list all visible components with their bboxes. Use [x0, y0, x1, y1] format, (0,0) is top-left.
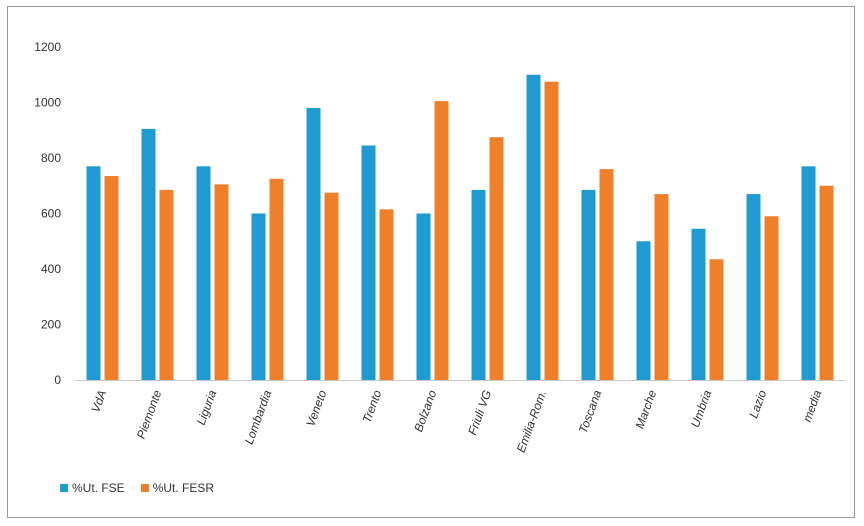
bar-fesr: [544, 81, 559, 380]
bar-fse: [251, 213, 266, 380]
bar-fse: [416, 213, 431, 380]
x-category-label: Trento: [360, 388, 385, 425]
bar-fse: [691, 228, 706, 380]
legend-item: %Ut. FESR: [140, 481, 215, 495]
x-category-label: Lazio: [746, 388, 769, 420]
y-axis-ticks: 0 200 400 600 800 1000 1200: [34, 40, 61, 387]
bar-fse: [801, 166, 816, 380]
y-tick-label: 400: [41, 262, 61, 276]
bar-fesr: [214, 184, 229, 380]
bars-group: [86, 74, 834, 381]
y-tick-label: 200: [41, 318, 61, 332]
y-tick-label: 800: [41, 151, 61, 165]
bar-fesr: [269, 178, 284, 380]
bar-fse: [196, 166, 211, 380]
y-tick-label: 600: [41, 207, 61, 221]
x-category-label: Bolzano: [411, 388, 439, 434]
bar-fse: [86, 166, 101, 380]
bar-fesr: [159, 189, 174, 380]
y-tick-label: 1200: [34, 40, 61, 54]
bar-fesr: [379, 209, 394, 380]
x-category-label: Umbria: [688, 388, 714, 429]
legend-label: %Ut. FSE: [72, 481, 125, 495]
bar-fse: [361, 145, 376, 380]
category-labels: VdA Piemonte Liguria Lombardia Veneto Trento B…: [88, 388, 824, 454]
bar-fse: [306, 108, 321, 381]
legend: %Ut. FSE %Ut. FESR: [60, 481, 214, 495]
legend-swatch: [140, 484, 149, 492]
bar-fesr: [599, 169, 614, 380]
bar-fse: [636, 241, 651, 380]
x-category-label: Veneto: [303, 388, 329, 428]
bar-fesr: [764, 216, 779, 380]
bar-fse: [141, 128, 156, 380]
legend-label: %Ut. FESR: [152, 481, 215, 495]
bar-fesr: [324, 192, 339, 380]
y-tick-label: 0: [54, 373, 61, 387]
bar-fesr: [709, 259, 724, 380]
bar-fse: [471, 189, 486, 380]
x-category-label: Piemonte: [134, 388, 165, 441]
bar-fesr: [104, 176, 119, 380]
bar-fse: [746, 194, 761, 380]
x-category-label: Toscana: [576, 388, 605, 435]
x-category-label: Lombardia: [242, 388, 275, 446]
legend-swatch: [60, 484, 68, 492]
x-category-label: Liguria: [194, 388, 220, 427]
legend-item: %Ut. FSE: [60, 481, 125, 495]
bar-fesr: [434, 101, 449, 381]
x-category-label: media: [800, 388, 824, 424]
bar-fse: [526, 74, 541, 380]
bar-fesr: [489, 137, 504, 380]
bar-fesr: [819, 185, 834, 380]
y-tick-label: 1000: [34, 96, 61, 110]
x-category-label: VdA: [88, 388, 109, 414]
bar-fesr: [654, 194, 669, 380]
bar-fse: [581, 189, 596, 380]
x-category-label: Emilia-Rom.: [514, 388, 550, 454]
x-category-label: Marche: [632, 388, 659, 431]
x-category-label: Friuli VG: [465, 388, 494, 437]
